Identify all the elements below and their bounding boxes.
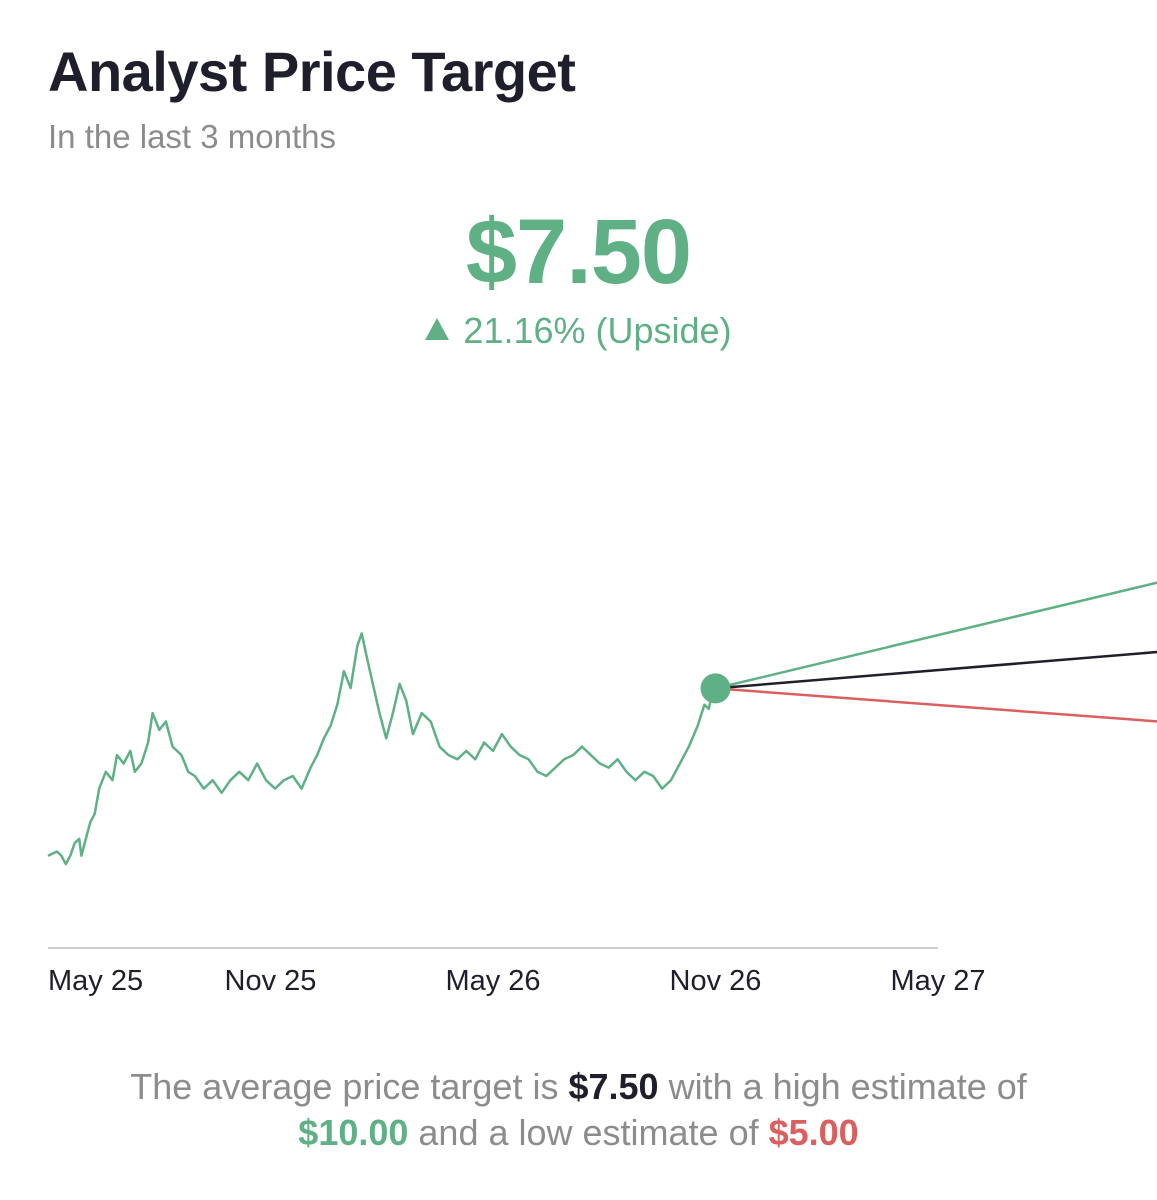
forecast-line (715, 650, 1157, 690)
average-target-price: $7.50 (465, 201, 692, 303)
price-history-line (47, 632, 718, 866)
summary-text-part-2: with a high estimate of (658, 1066, 1027, 1107)
x-tick-label: Nov 26 (670, 965, 762, 997)
page-title: Analyst Price Target (48, 40, 576, 103)
forecast-line (715, 581, 1157, 690)
summary-average-value: $7.50 (568, 1066, 659, 1107)
upside-indicator: 21.16% (Upside) (0, 310, 1157, 352)
x-tick-label: Nov 25 (225, 965, 317, 997)
summary-text-part-1: The average price target is (130, 1066, 569, 1107)
x-axis-ticks: May 25 Nov 25 May 26 Nov 26 May 27 (48, 965, 986, 997)
forecast-line (715, 687, 1157, 723)
summary-low-value: $5.00 (768, 1112, 859, 1153)
summary-high-value: $10.00 (298, 1112, 409, 1153)
current-price-marker (700, 673, 731, 704)
x-tick-label: May 25 (48, 965, 143, 997)
x-tick-label: May 27 (890, 965, 985, 997)
forecast-lines (715, 581, 1157, 723)
summary-text: The average price target is $7.50 with a… (0, 1064, 1157, 1156)
page-subtitle: In the last 3 months (48, 118, 336, 155)
x-tick-label: May 26 (445, 965, 540, 997)
summary-text-part-3: and a low estimate of (408, 1112, 769, 1153)
upside-text: 21.16% (Upside) (463, 310, 732, 351)
triangle-up-icon (425, 318, 450, 340)
